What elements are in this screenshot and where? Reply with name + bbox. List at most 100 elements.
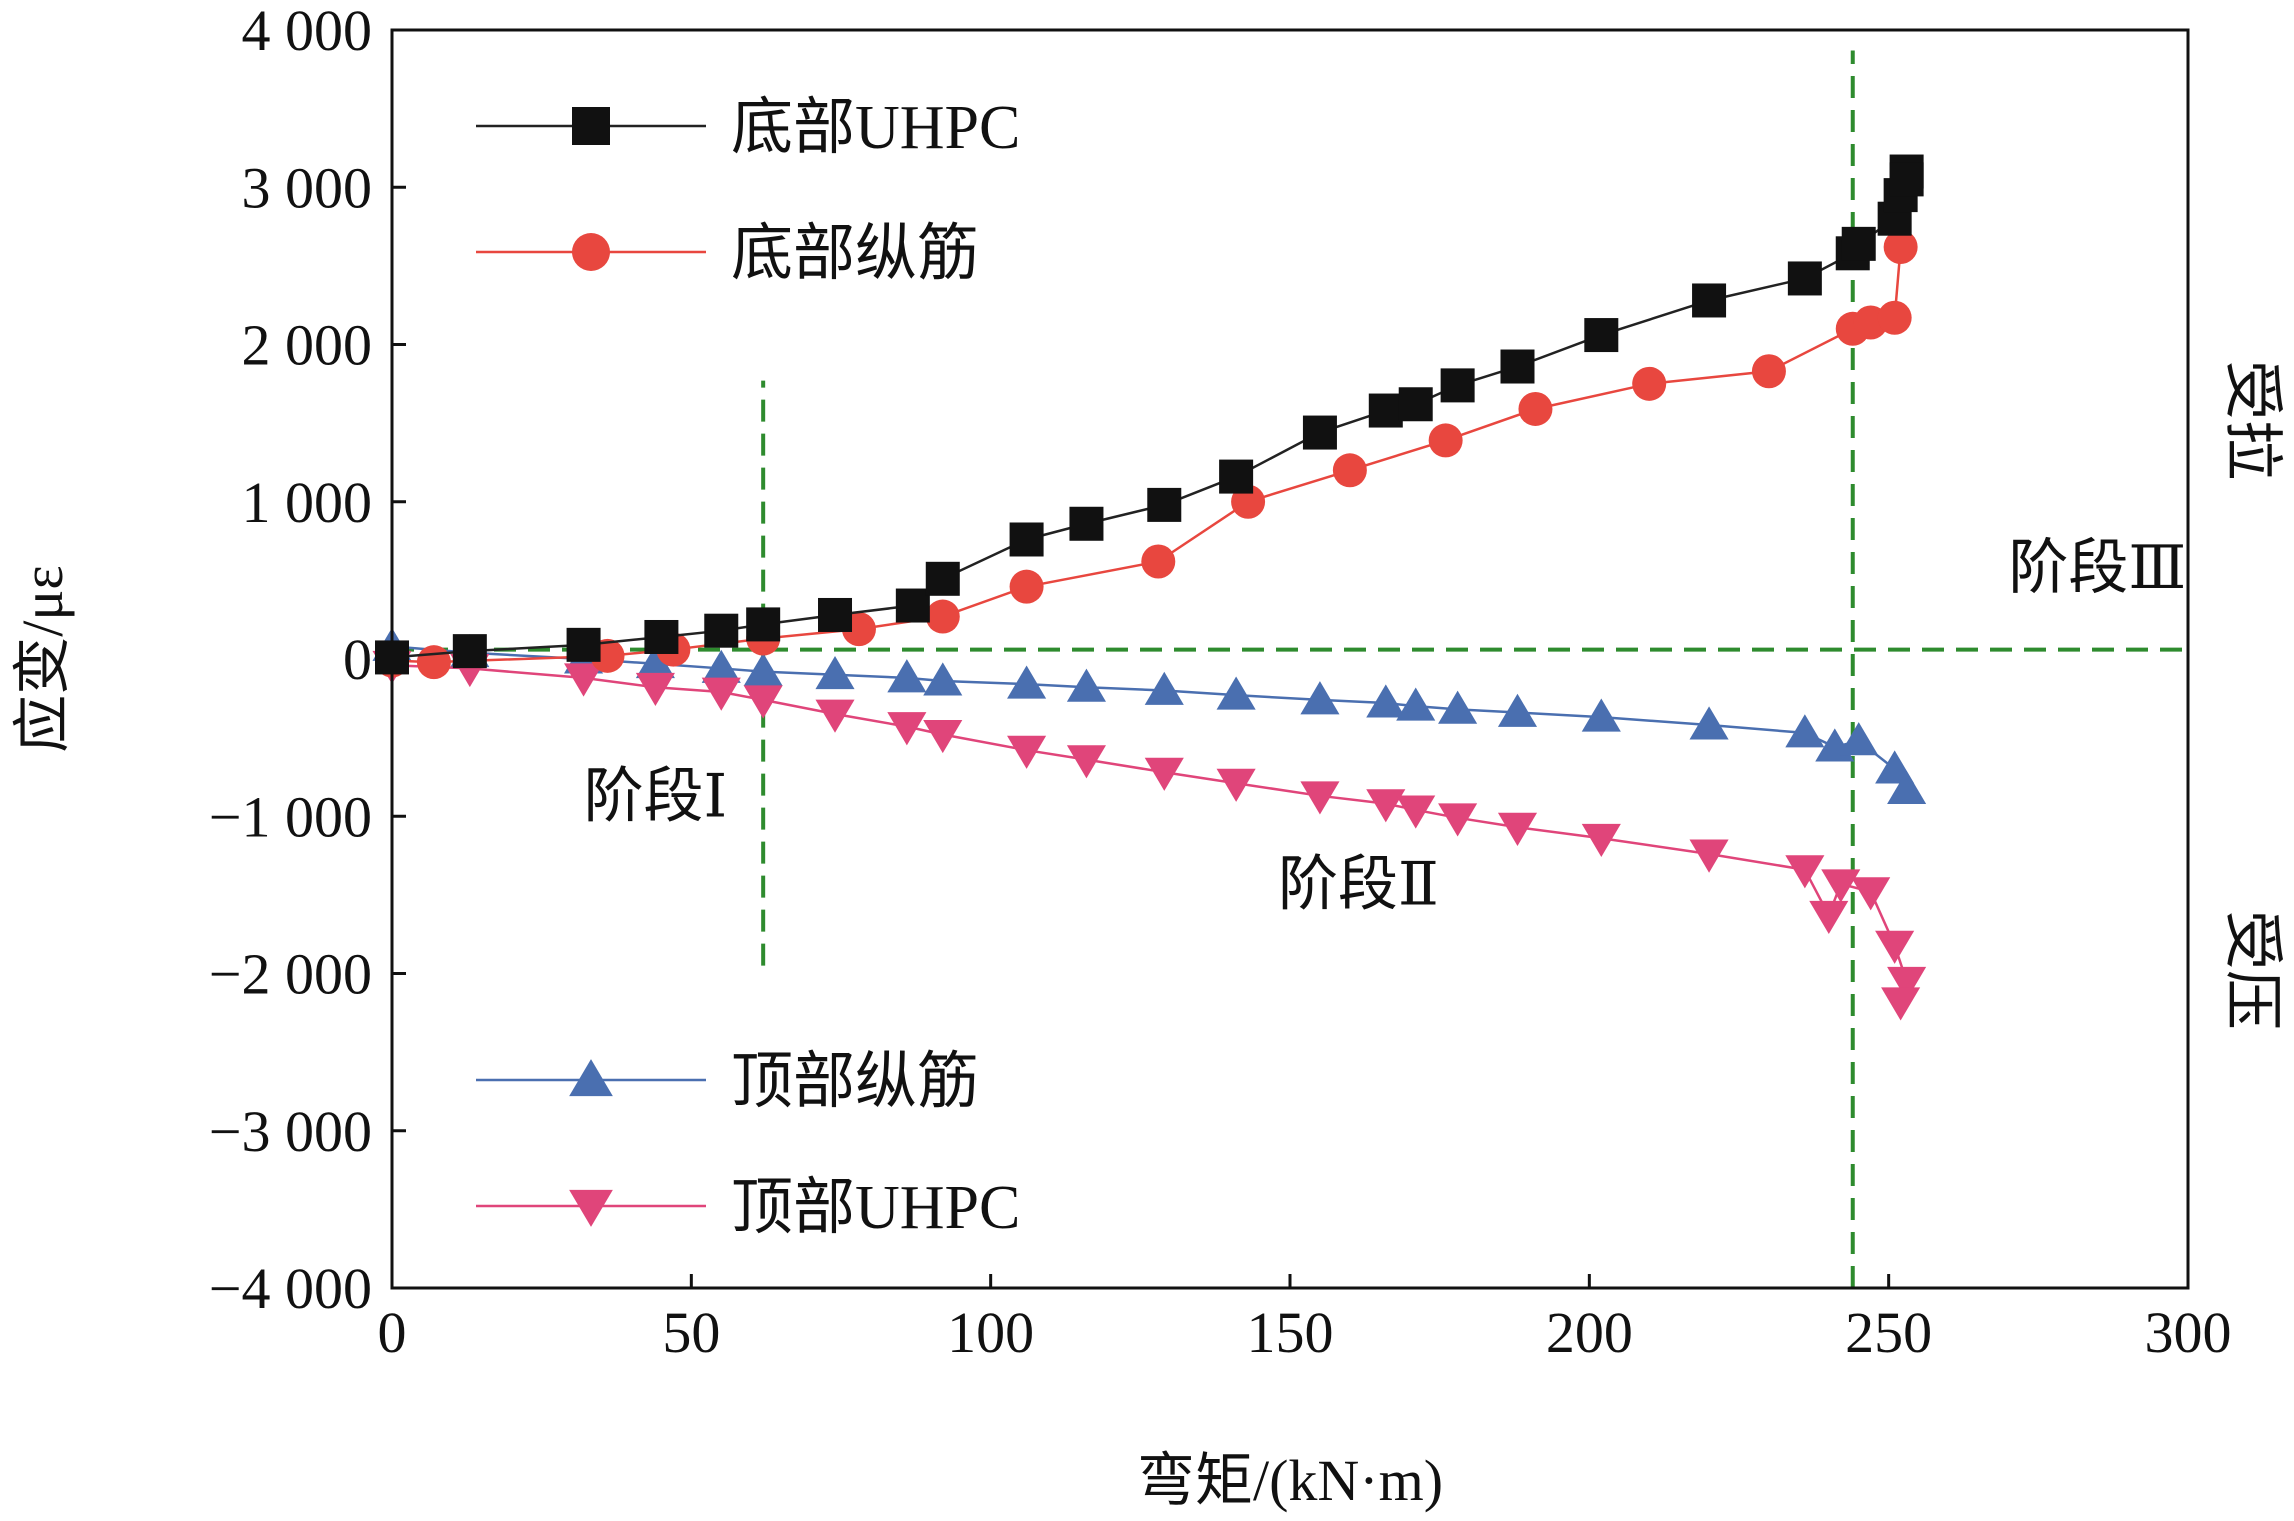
data-point	[1366, 789, 1406, 823]
data-point	[635, 645, 675, 679]
data-point	[1368, 393, 1403, 428]
data-point	[704, 613, 739, 648]
data-point	[1689, 839, 1729, 873]
data-point	[1009, 569, 1044, 604]
data-point	[1751, 354, 1786, 389]
data-point	[743, 685, 783, 719]
y-tick-label: −3 000	[209, 1099, 372, 1164]
legend-marker	[569, 1189, 613, 1227]
legend-label: 底部纵筋	[731, 220, 979, 288]
data-point	[1009, 522, 1044, 557]
x-tick-label: 300	[2145, 1300, 2232, 1365]
data-point	[925, 561, 960, 596]
data-point	[1144, 671, 1184, 705]
y-tick-label: 4 000	[242, 0, 373, 63]
y-axis: 4 000 3 000 2 000 1 000 0 −1 000 −2 000 −3 000 −…	[209, 0, 406, 1321]
data-point	[1141, 544, 1176, 579]
data-point	[1216, 676, 1256, 710]
data-point	[1581, 823, 1621, 857]
data-point	[1300, 781, 1340, 815]
legend-marker	[572, 107, 610, 145]
y-axis-title: 应变/με	[10, 565, 75, 753]
data-point	[701, 677, 741, 711]
data-point	[644, 619, 679, 654]
series-4	[372, 650, 1927, 1021]
data-point	[1887, 770, 1927, 804]
y-tick-label: −1 000	[209, 784, 372, 849]
data-point	[887, 659, 927, 693]
data-point	[1366, 684, 1406, 718]
data-point	[887, 712, 927, 746]
data-point	[1007, 665, 1047, 699]
data-point	[746, 607, 781, 642]
data-point	[923, 720, 963, 754]
x-tick-label: 200	[1546, 1300, 1633, 1365]
data-point	[452, 634, 487, 669]
data-point	[1497, 693, 1538, 727]
x-tick-label: 250	[1845, 1300, 1932, 1365]
series-line	[391, 664, 1908, 1003]
data-point	[1785, 855, 1825, 889]
data-point	[1396, 795, 1436, 829]
data-point	[1219, 459, 1254, 494]
data-point	[1887, 966, 1927, 1001]
data-point	[1785, 714, 1825, 748]
data-point	[1875, 930, 1915, 964]
y-tick-label: −2 000	[209, 942, 372, 1007]
data-point	[1440, 368, 1475, 403]
series-layer	[372, 154, 1927, 1021]
data-point	[1147, 487, 1182, 522]
data-point	[923, 662, 963, 696]
data-point	[1497, 812, 1538, 846]
compression-label: 受压	[2219, 910, 2285, 1030]
x-tick-label: 150	[1247, 1300, 1334, 1365]
data-point	[1066, 668, 1107, 702]
data-point	[1428, 423, 1463, 458]
data-point	[1396, 687, 1436, 721]
stage-label: 阶段Ⅲ	[2008, 535, 2186, 601]
y-tick-label: 3 000	[242, 155, 373, 220]
data-point	[1841, 226, 1876, 261]
stage-label: 阶段Ⅱ	[1278, 851, 1439, 917]
data-point	[635, 672, 675, 707]
legend-label: 顶部UHPC	[731, 1174, 1020, 1242]
data-point	[1216, 768, 1256, 802]
legend-top: 底部UHPC 底部纵筋	[476, 94, 1020, 288]
data-point	[743, 652, 783, 687]
data-point	[1398, 387, 1433, 422]
data-point	[815, 656, 855, 690]
data-point	[895, 588, 930, 623]
data-point	[1821, 869, 1861, 903]
data-point	[1883, 230, 1918, 265]
data-point	[416, 645, 451, 680]
y-tick-label: 0	[343, 627, 372, 692]
data-point	[566, 627, 601, 662]
data-point	[1839, 722, 1879, 756]
data-point	[1581, 698, 1621, 732]
data-point	[1689, 706, 1729, 740]
data-point	[1889, 162, 1924, 197]
x-axis-title: 弯矩/(kN·m)	[1137, 1448, 1443, 1513]
stage-annotations: 阶段Ⅰ 阶段Ⅱ 阶段Ⅲ	[584, 535, 2187, 917]
data-point	[1881, 987, 1921, 1021]
stage-label: 阶段Ⅰ	[584, 763, 728, 829]
data-point	[1851, 877, 1891, 911]
legend-label: 底部UHPC	[731, 94, 1020, 162]
x-tick-label: 100	[947, 1300, 1034, 1365]
data-point	[1518, 391, 1553, 426]
data-point	[1584, 318, 1619, 353]
x-tick-label: 0	[378, 1300, 407, 1365]
y-tick-label: 2 000	[242, 313, 373, 378]
data-point	[1302, 415, 1337, 450]
data-point	[701, 649, 741, 683]
legend-marker	[569, 1059, 613, 1097]
data-point	[1809, 900, 1849, 935]
y-tick-label: 1 000	[242, 470, 373, 535]
data-point	[1066, 745, 1107, 779]
data-point	[1787, 261, 1822, 296]
data-point	[925, 599, 960, 634]
series-1	[375, 154, 1924, 675]
legend-label: 顶部纵筋	[731, 1048, 979, 1116]
